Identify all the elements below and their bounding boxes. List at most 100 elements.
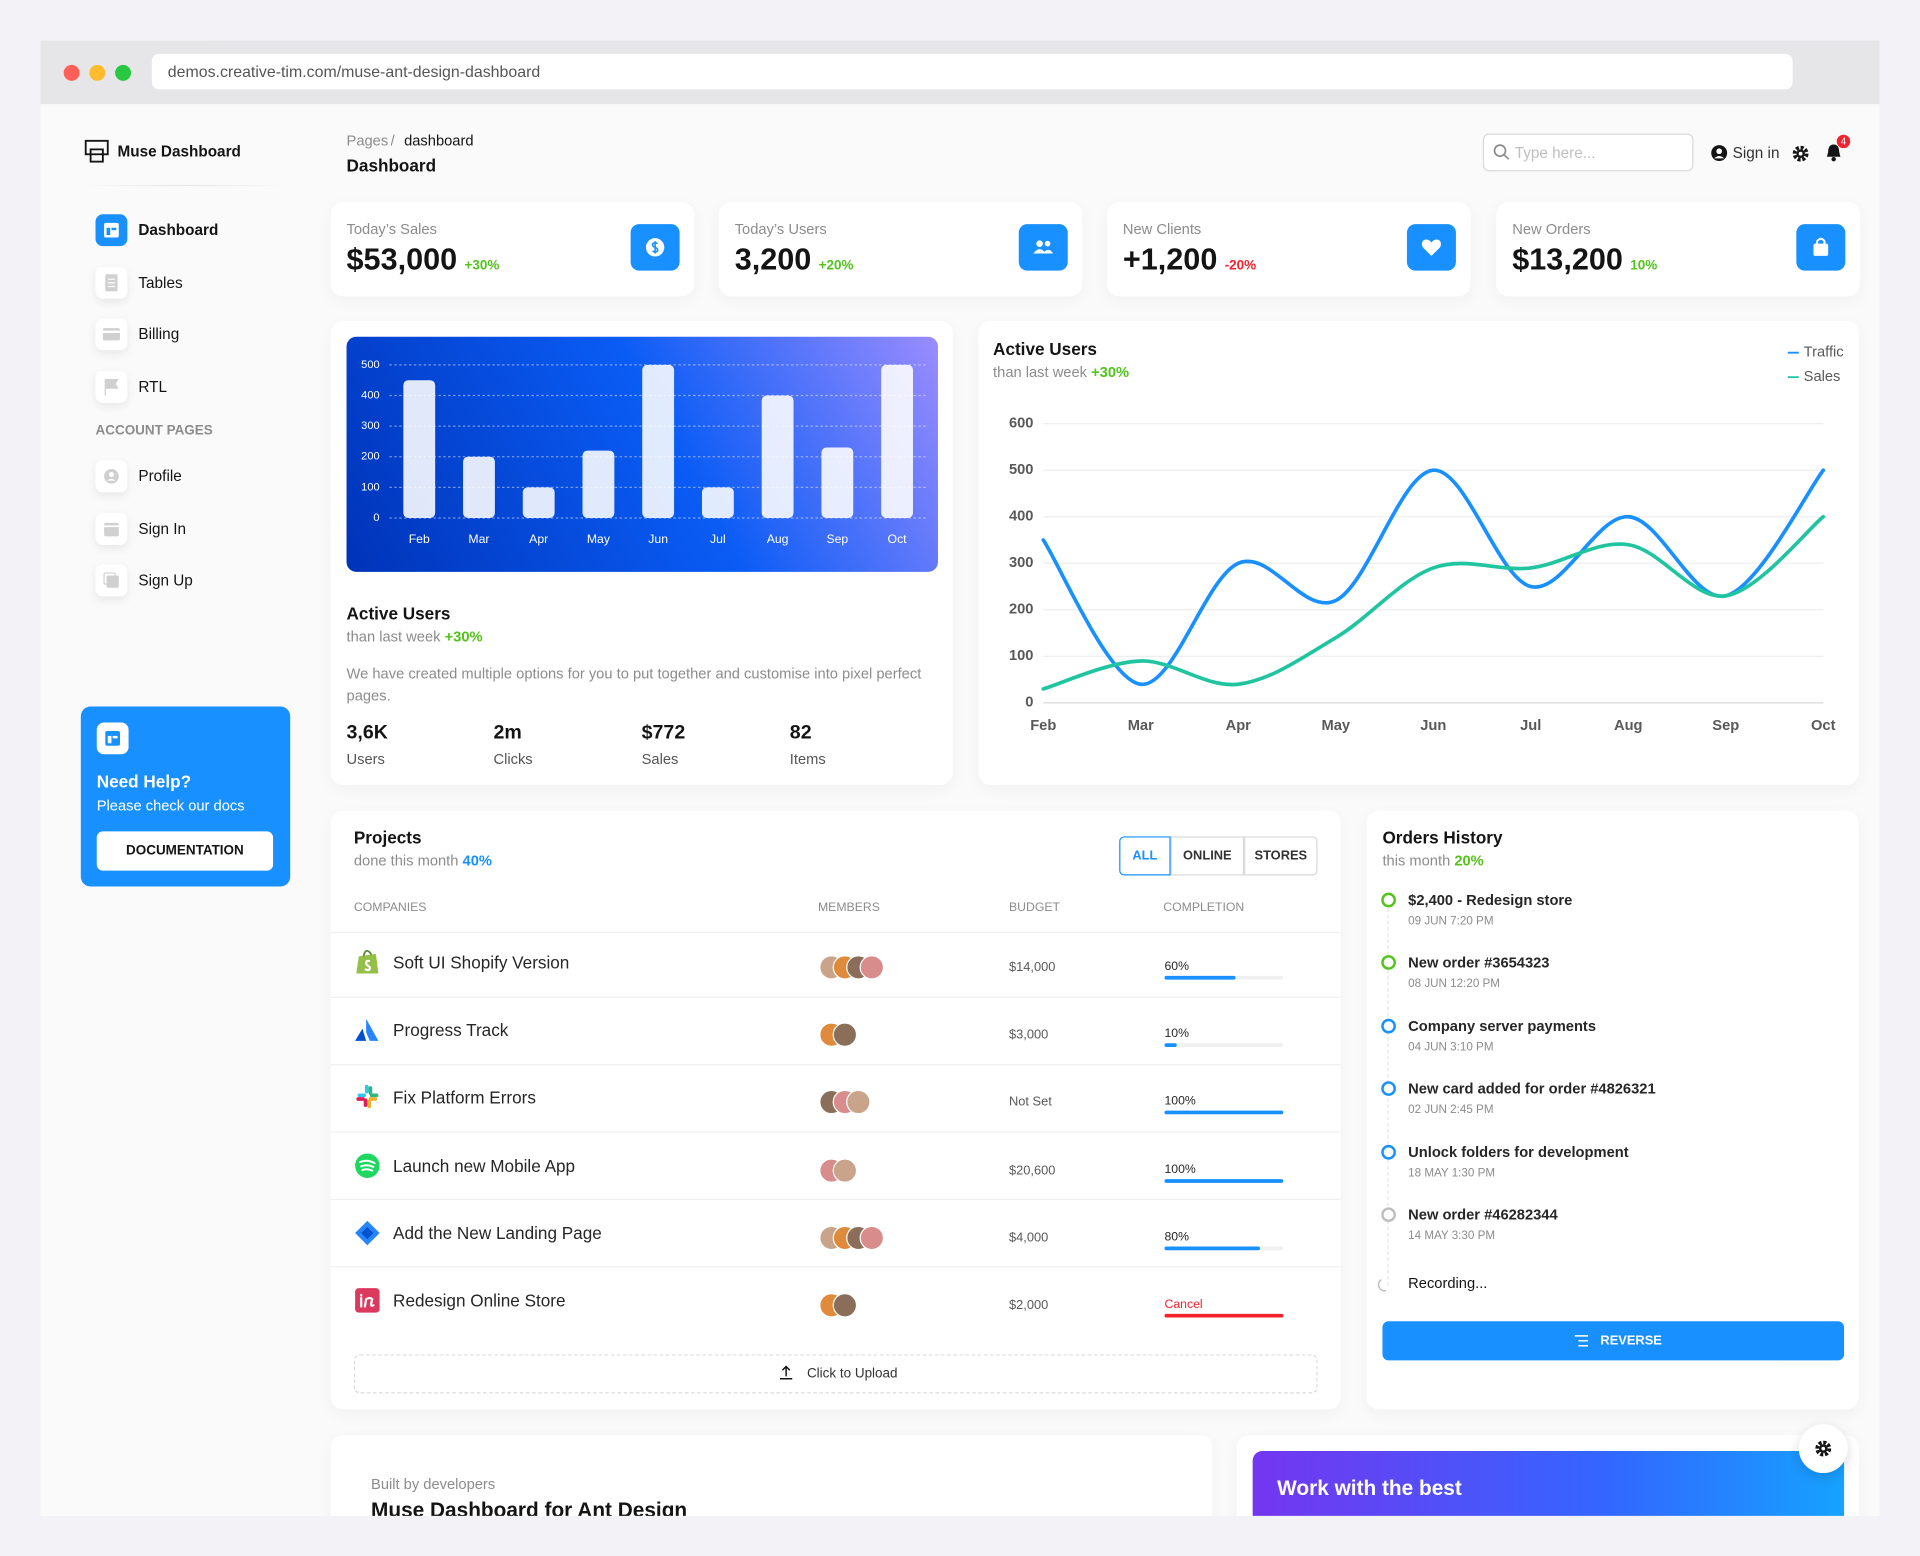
nav-label[interactable]: Sign Up (138, 571, 193, 589)
nav-icon (105, 274, 118, 292)
timeline-dot (1381, 1144, 1396, 1160)
timeline-dot (1381, 1207, 1396, 1223)
reverse-button[interactable] (1382, 1321, 1845, 1361)
timeline-dot (1381, 955, 1396, 971)
series-line (1041, 468, 1826, 687)
upload-icon (780, 1365, 793, 1380)
x-tick-label: Sep (826, 532, 848, 546)
budget: $4,000 (1008, 1230, 1049, 1246)
x-tick-label: Feb (409, 532, 430, 546)
close-dot[interactable] (63, 64, 80, 81)
order-title: New order #46282344 (1408, 1206, 1558, 1224)
company-logo-part (355, 1288, 380, 1313)
nav-label[interactable]: Profile (138, 467, 182, 485)
line-chart: 0 100 200 300 400 500 600 Feb Mar Apr May Jun Jul Aug… (1009, 345, 1844, 734)
upload-label: Click to Upload (806, 1366, 898, 1382)
filter-button[interactable] (1119, 836, 1171, 876)
progress-track (1164, 1043, 1284, 1048)
notification-badge (1836, 134, 1851, 149)
timeline-dot (1381, 1018, 1396, 1034)
search-icon (1493, 144, 1510, 160)
orders-subtitle: this month 20% (1382, 853, 1483, 868)
order-title: Company server payments (1408, 1017, 1597, 1035)
brand-name: Muse Dashboard (117, 143, 241, 161)
minimize-dot[interactable] (89, 64, 106, 81)
row-divider (330, 1131, 1341, 1133)
stat-row: $13,200 10% (1512, 244, 1658, 276)
stat-value: $53,000 (346, 242, 458, 277)
company-logo-part (364, 1085, 369, 1094)
stat-label: New Clients (1122, 220, 1202, 238)
nav-icon-part (106, 575, 119, 588)
chart-subtitle-text: than last week (993, 363, 1088, 381)
filter-button[interactable] (1170, 836, 1245, 876)
x-tick-label: Aug (1614, 718, 1643, 734)
help-icon (96, 722, 129, 755)
subtitle-text: than last week (346, 628, 441, 646)
search-box[interactable] (1482, 133, 1694, 172)
breadcrumb-root: Pages (346, 132, 389, 150)
budget: Not Set (1008, 1095, 1052, 1110)
timeline-dot (1381, 1081, 1396, 1097)
nav-label[interactable]: Sign In (138, 520, 187, 538)
upload-box[interactable] (353, 1354, 1318, 1394)
row-divider (330, 1063, 1341, 1066)
row-divider (330, 1266, 1341, 1268)
stat-glyph-part (1044, 240, 1051, 247)
x-tick-label: Jun (1420, 718, 1446, 734)
card-subtitle: than last week +30% (347, 629, 483, 644)
stat-icon (1018, 224, 1068, 271)
documentation-button[interactable] (96, 831, 274, 871)
promo-eyebrow: Built by developers (371, 1475, 496, 1493)
sign-in-link[interactable]: Sign in (1732, 144, 1780, 162)
nav-label[interactable]: RTL (138, 378, 168, 396)
x-tick-label: Jul (1520, 718, 1541, 734)
nav-icon-box (95, 513, 128, 545)
x-tick-label: Oct (888, 532, 908, 546)
promo-title: Muse Dashboard for Ant Design (371, 1498, 688, 1516)
order-title: Unlock folders for development (1408, 1143, 1629, 1161)
stat-label: Today’s Users (734, 220, 827, 238)
filter-button[interactable] (1244, 836, 1318, 876)
bar (881, 364, 913, 518)
nav-icon-part (108, 472, 114, 477)
column-header: COMPANIES (353, 901, 427, 915)
company-logo (356, 949, 379, 974)
orders-card (1366, 810, 1859, 1410)
nav-icon (103, 572, 119, 588)
address-bar[interactable] (151, 53, 1793, 90)
x-tick-label: May (1321, 718, 1350, 734)
stat-change: 10% (1630, 258, 1658, 274)
orders-title: Orders History (1382, 827, 1503, 848)
settings-fab[interactable] (1798, 1424, 1848, 1474)
company-name: Progress Track (393, 1020, 509, 1040)
legend-label: Sales (1804, 369, 1841, 385)
nav-icon-box (95, 371, 128, 403)
y-tick-label: 300 (361, 420, 379, 432)
order-time: 09 JUN 7:20 PM (1408, 914, 1494, 929)
nav-label[interactable]: Tables (138, 274, 183, 292)
projects-subtitle: done this month 40% (354, 853, 492, 868)
y-tick-label: 400 (361, 389, 379, 401)
help-title: Need Help? (96, 771, 192, 792)
bar (522, 487, 555, 518)
filter-label: ONLINE (1183, 848, 1232, 864)
metric-label: Sales (641, 750, 679, 768)
help-text: Please check our docs (96, 797, 245, 815)
nav-icon (104, 378, 119, 396)
search-placeholder: Type here... (1514, 144, 1596, 162)
maximize-dot[interactable] (115, 64, 132, 81)
brand-logo (84, 139, 109, 163)
settings-icon[interactable] (1791, 144, 1809, 162)
nav-icon-box (95, 564, 128, 597)
bell-icon[interactable] (1824, 143, 1842, 163)
nav-label[interactable]: Billing (138, 325, 180, 343)
x-tick-label: Feb (1030, 718, 1056, 734)
notification-count: 4 (1840, 135, 1847, 147)
company-logo-part (355, 1028, 367, 1042)
nav-label[interactable]: Dashboard (138, 221, 219, 239)
header-divider (330, 931, 1341, 934)
row-divider (330, 996, 1341, 998)
company-logo (355, 1220, 380, 1246)
